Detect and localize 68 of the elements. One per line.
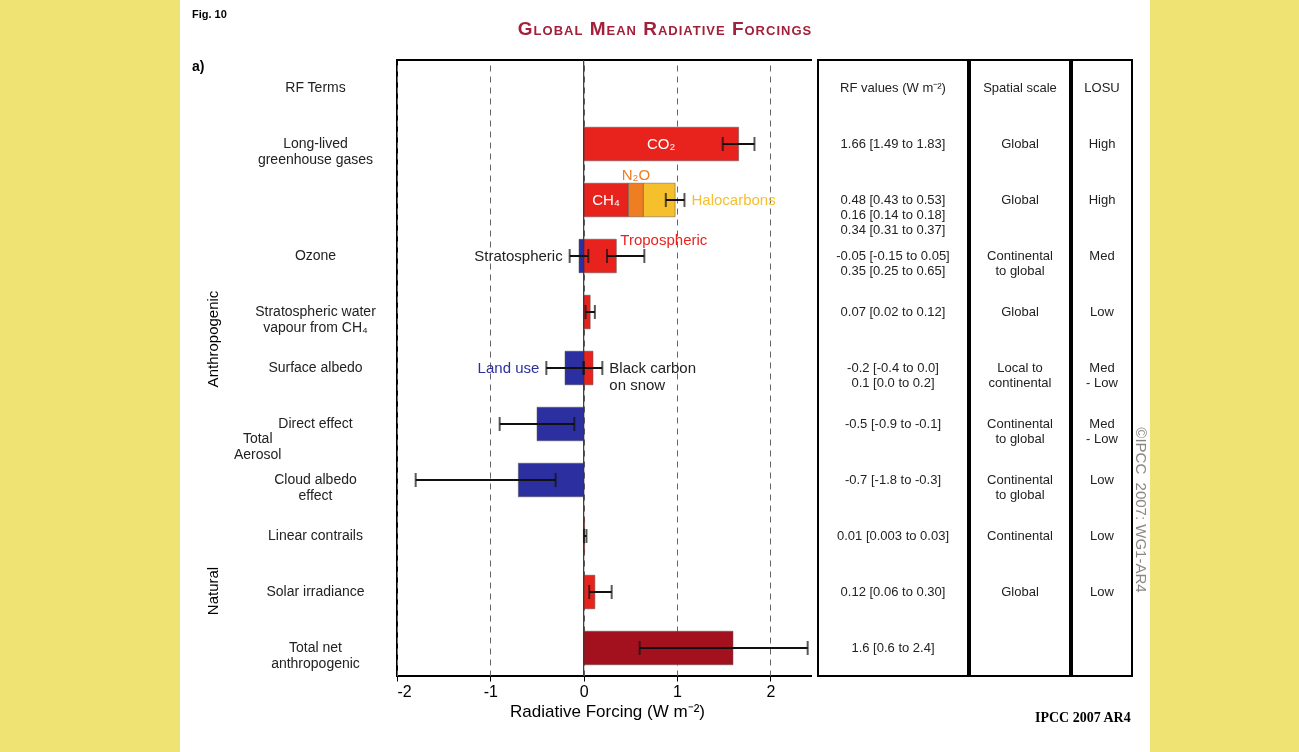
bar	[583, 574, 596, 610]
text: -0.5 [-0.9 to -0.1]	[844, 416, 942, 431]
category-label: LOSU	[1084, 80, 1120, 95]
text: Global	[1001, 136, 1039, 151]
x-tick-label: 2	[766, 682, 776, 700]
text: Med - Low	[1086, 416, 1118, 446]
text: -0.2 [-0.4 to 0.0] 0.1 [0.0 to 0.2]	[847, 360, 939, 390]
y-tick-label: Solar irradiance	[266, 583, 365, 599]
text: Low	[1090, 472, 1114, 487]
y-tick-label: Cloud albedo effect	[274, 471, 357, 503]
x-tick-label: 0	[579, 682, 589, 700]
bar	[518, 462, 584, 498]
text: a)	[192, 58, 205, 74]
text: High	[1088, 192, 1116, 207]
text: 0.48 [0.43 to 0.53] 0.16 [0.14 to 0.18] 0.34 [0.31 to 0.37]	[840, 192, 946, 237]
bar	[536, 406, 584, 442]
y-axis-title: RF Terms	[285, 79, 346, 95]
text: Total Aerosol	[234, 430, 282, 462]
series-label: Halocarbons	[691, 191, 776, 208]
text: ©IPCC 2007: WG1-AR4	[1132, 427, 1150, 593]
y-tick-label: Stratospheric water vapour from CH₄	[255, 303, 377, 335]
text: Global	[1001, 192, 1039, 207]
text: 0.07 [0.02 to 0.12]	[840, 304, 946, 319]
text: 1.6 [0.6 to 2.4]	[851, 640, 935, 655]
text: IPCC 2007 AR4	[1035, 710, 1131, 726]
bar	[583, 126, 739, 162]
series-label: CO₂	[646, 135, 676, 152]
text: Anthropogenic	[203, 290, 221, 388]
text: -0.05 [-0.15 to 0.05] 0.35 [0.25 to 0.65]	[836, 248, 950, 278]
series-label: N₂O	[621, 166, 651, 183]
text: 1.66 [1.49 to 1.83]	[840, 136, 946, 151]
text: Continental	[987, 528, 1053, 543]
x-tick-label: -1	[483, 682, 499, 700]
x-tick-label: -2	[397, 682, 412, 700]
y-tick-label: Linear contrails	[268, 527, 363, 543]
caption: Fig. 10	[192, 8, 227, 20]
text: 0.12 [0.06 to 0.30]	[840, 584, 946, 599]
text: Low	[1090, 584, 1114, 599]
category-label: Spatial scale	[983, 80, 1057, 95]
series-label: Tropospheric	[620, 231, 708, 248]
series-label: Stratospheric	[474, 247, 564, 264]
series-label: Black carbon on snow	[609, 359, 697, 393]
chart-title: Global Mean Radiative Forcings	[517, 18, 813, 39]
y-tick-label: Surface albedo	[268, 359, 363, 375]
text: Continental to global	[987, 416, 1053, 446]
text: Low	[1090, 304, 1114, 319]
text: 0.01 [0.003 to 0.03]	[836, 528, 950, 543]
x-axis-title: Radiative Forcing (W m⁻²)	[510, 701, 705, 721]
text: Low	[1090, 528, 1114, 543]
y-tick-label: Direct effect	[278, 415, 353, 431]
text: Global	[1001, 584, 1039, 599]
text: Global	[1001, 304, 1039, 319]
text: Continental to global	[987, 248, 1053, 278]
text: -0.7 [-1.8 to -0.3]	[844, 472, 942, 487]
y-tick-label: Ozone	[294, 247, 337, 263]
category-label: RF values (W m⁻²)	[840, 80, 946, 95]
x-tick-label: 1	[673, 682, 683, 700]
series-label: Land use	[477, 359, 540, 376]
y-tick-label: Long-lived greenhouse gases	[257, 135, 374, 167]
text: Natural	[203, 566, 221, 616]
text: Med	[1089, 248, 1115, 263]
text: Med - Low	[1086, 360, 1118, 390]
bar	[583, 630, 734, 666]
series-label: CH₄	[592, 191, 620, 208]
y-tick-label: Total net anthropogenic	[271, 639, 360, 671]
text: Continental to global	[987, 472, 1053, 502]
text: High	[1088, 136, 1116, 151]
text: Local to continental	[988, 360, 1052, 390]
